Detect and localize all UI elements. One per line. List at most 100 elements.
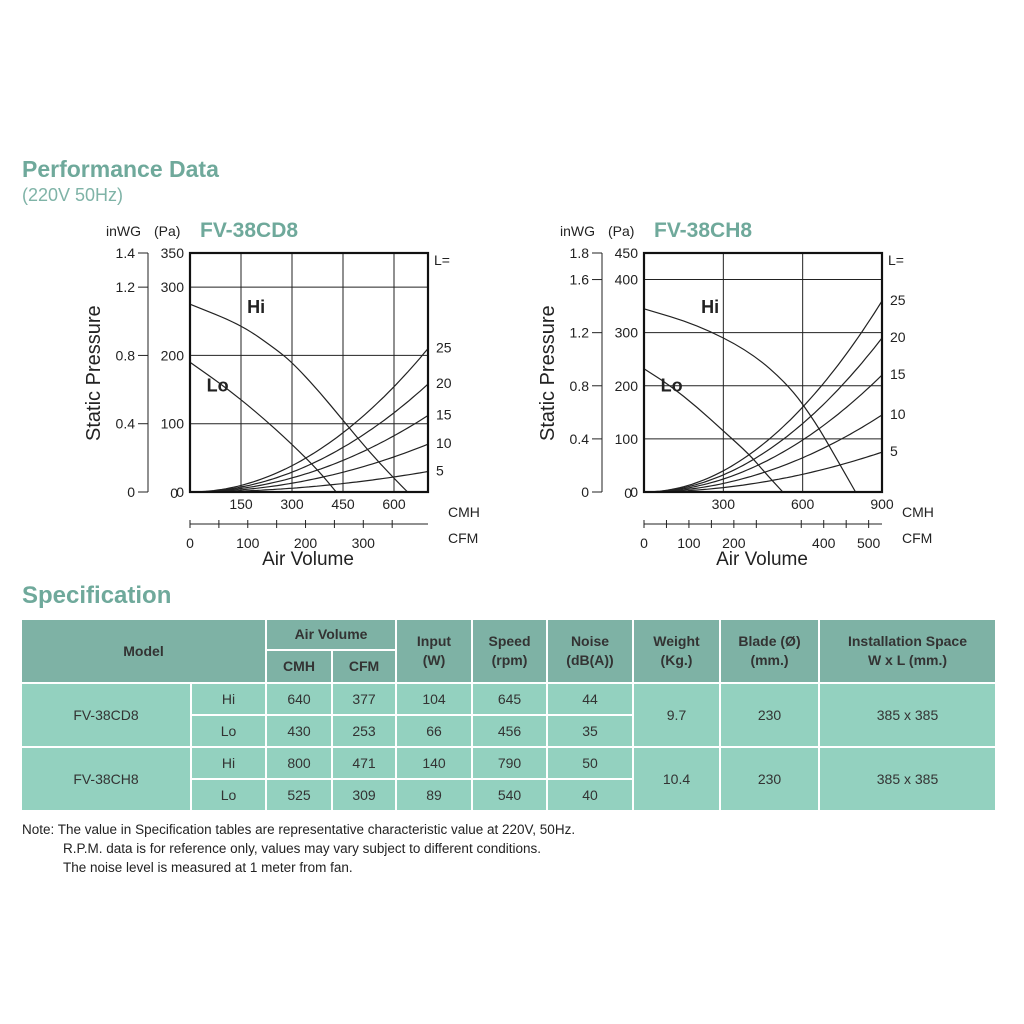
x-unit-cmh: CMH (448, 504, 480, 520)
x-tick-label-cmh: 450 (331, 496, 355, 512)
x-tick-label-cfm: 200 (722, 535, 746, 551)
cfm-value: 253 (333, 716, 395, 746)
specification-table: Model Air Volume Input (W) Speed (rpm) N… (20, 618, 997, 812)
y-tick-label-inwg: 0.8 (570, 378, 590, 394)
duct-curve-5 (644, 451, 883, 493)
specification-title: Specification (22, 582, 172, 609)
table-row: FV-38CD8 Hi 640 377 104 645 44 9.7 230 3… (22, 684, 995, 746)
x-unit-cfm: CFM (902, 530, 932, 546)
y-tick-label-pa: 400 (615, 272, 639, 288)
x-tick-label-cmh: 300 (280, 496, 304, 512)
speed-label: Hi (192, 684, 265, 714)
chart-fv-38ch8: inWG (Pa) FV-38CH8 Static Pressure L= CM… (537, 219, 934, 570)
fan-curve-label-lo: Lo (207, 376, 229, 396)
duct-curve-20 (644, 337, 883, 493)
header-installation-space: Installation Space W x L (mm.) (820, 620, 995, 682)
plot-frame (188, 251, 430, 494)
input-value: 140 (397, 748, 471, 778)
y-tick-label-inwg: 0.8 (116, 347, 136, 363)
duct-label-15: 15 (890, 366, 906, 382)
y-tick-label-inwg: 0 (127, 484, 135, 500)
y-unit-inwg: inWG (106, 223, 141, 239)
chart-title: FV-38CD8 (200, 219, 298, 242)
y-tick-label-inwg: 1.2 (116, 279, 136, 295)
y-tick-label-inwg: 1.4 (116, 245, 136, 261)
cfm-value: 471 (333, 748, 395, 778)
cfm-value: 309 (333, 780, 395, 810)
duct-label-15: 15 (436, 407, 452, 423)
y-tick-label-pa: 300 (615, 325, 639, 341)
x-tick-label-cfm: 400 (812, 535, 836, 551)
duct-curve-10 (190, 443, 429, 493)
cmh-value: 640 (267, 684, 331, 714)
note-line: The noise level is measured at 1 meter f… (63, 860, 353, 875)
fan-curve-hi (189, 303, 409, 493)
noise-value: 50 (548, 748, 632, 778)
noise-value: 44 (548, 684, 632, 714)
y-tick-label-pa: 200 (615, 378, 639, 394)
x-tick-label-cfm: 300 (352, 535, 376, 551)
weight-value: 10.4 (634, 748, 719, 810)
header-weight: Weight (Kg.) (634, 620, 719, 682)
header-air-volume: Air Volume (267, 620, 395, 649)
y-unit-pa: (Pa) (154, 223, 180, 239)
duct-curve-25 (643, 300, 883, 493)
noise-value: 40 (548, 780, 632, 810)
plot-frame (642, 251, 884, 494)
duct-label: L= (888, 252, 904, 268)
x-tick-label-cmh: 600 (791, 496, 815, 512)
duct-label: L= (434, 252, 450, 268)
duct-curve-15 (190, 414, 429, 493)
header-speed: Speed (rpm) (473, 620, 546, 682)
rpm-value: 456 (473, 716, 546, 746)
y-tick-label-inwg: 0 (581, 484, 589, 500)
y-tick-label-pa: 300 (161, 279, 185, 295)
fan-curve-lo (189, 361, 337, 493)
duct-curve-20 (190, 383, 429, 493)
y-tick-label-pa: 0 (630, 484, 638, 500)
chart-title: FV-38CH8 (654, 219, 752, 242)
header-input: Input (W) (397, 620, 471, 682)
y-unit-inwg: inWG (560, 223, 595, 239)
y-axis-label: Static Pressure (83, 305, 105, 441)
y-tick-label-pa: 350 (161, 245, 185, 261)
blade-value: 230 (721, 684, 818, 746)
y-tick-label-pa: 200 (161, 347, 185, 363)
y-tick-label-inwg: 1.8 (570, 245, 590, 261)
x-axis-label: Air Volume (262, 549, 354, 570)
x-tick-label-cfm: 0 (186, 535, 194, 551)
x-tick-label-cmh: 150 (229, 496, 253, 512)
input-value: 104 (397, 684, 471, 714)
blade-value: 230 (721, 748, 818, 810)
duct-label-20: 20 (436, 375, 452, 391)
y-unit-pa: (Pa) (608, 223, 634, 239)
duct-label-25: 25 (436, 340, 452, 356)
fan-curve-label-lo: Lo (661, 376, 683, 396)
x-axis-label: Air Volume (716, 549, 808, 570)
duct-label-5: 5 (436, 463, 444, 479)
note-line: R.P.M. data is for reference only, value… (63, 841, 541, 856)
fan-curve-label-hi: Hi (247, 297, 265, 317)
space-value: 385 x 385 (820, 684, 995, 746)
header-model: Model (22, 620, 265, 682)
x-tick-label-cmh: 900 (870, 496, 894, 512)
cmh-value: 430 (267, 716, 331, 746)
note-line: Note: The value in Specification tables … (22, 822, 576, 837)
duct-label-10: 10 (436, 435, 452, 451)
notes: Note: The value in Specification tables … (22, 820, 575, 877)
rpm-value: 790 (473, 748, 546, 778)
y-tick-label-pa: 100 (161, 416, 185, 432)
duct-label-5: 5 (890, 443, 898, 459)
y-tick-label-pa: 100 (615, 431, 639, 447)
speed-label: Lo (192, 716, 265, 746)
chart-fv-38cd8: inWG (Pa) FV-38CD8 Static Pressure L= CM… (83, 219, 480, 570)
duct-curve-10 (644, 414, 883, 493)
x-unit-cmh: CMH (902, 504, 934, 520)
space-value: 385 x 385 (820, 748, 995, 810)
speed-label: Hi (192, 748, 265, 778)
x-tick-label-cmh: 600 (382, 496, 406, 512)
input-value: 66 (397, 716, 471, 746)
performance-title: Performance Data (22, 156, 219, 182)
y-tick-label-inwg: 0.4 (570, 431, 590, 447)
rpm-value: 540 (473, 780, 546, 810)
